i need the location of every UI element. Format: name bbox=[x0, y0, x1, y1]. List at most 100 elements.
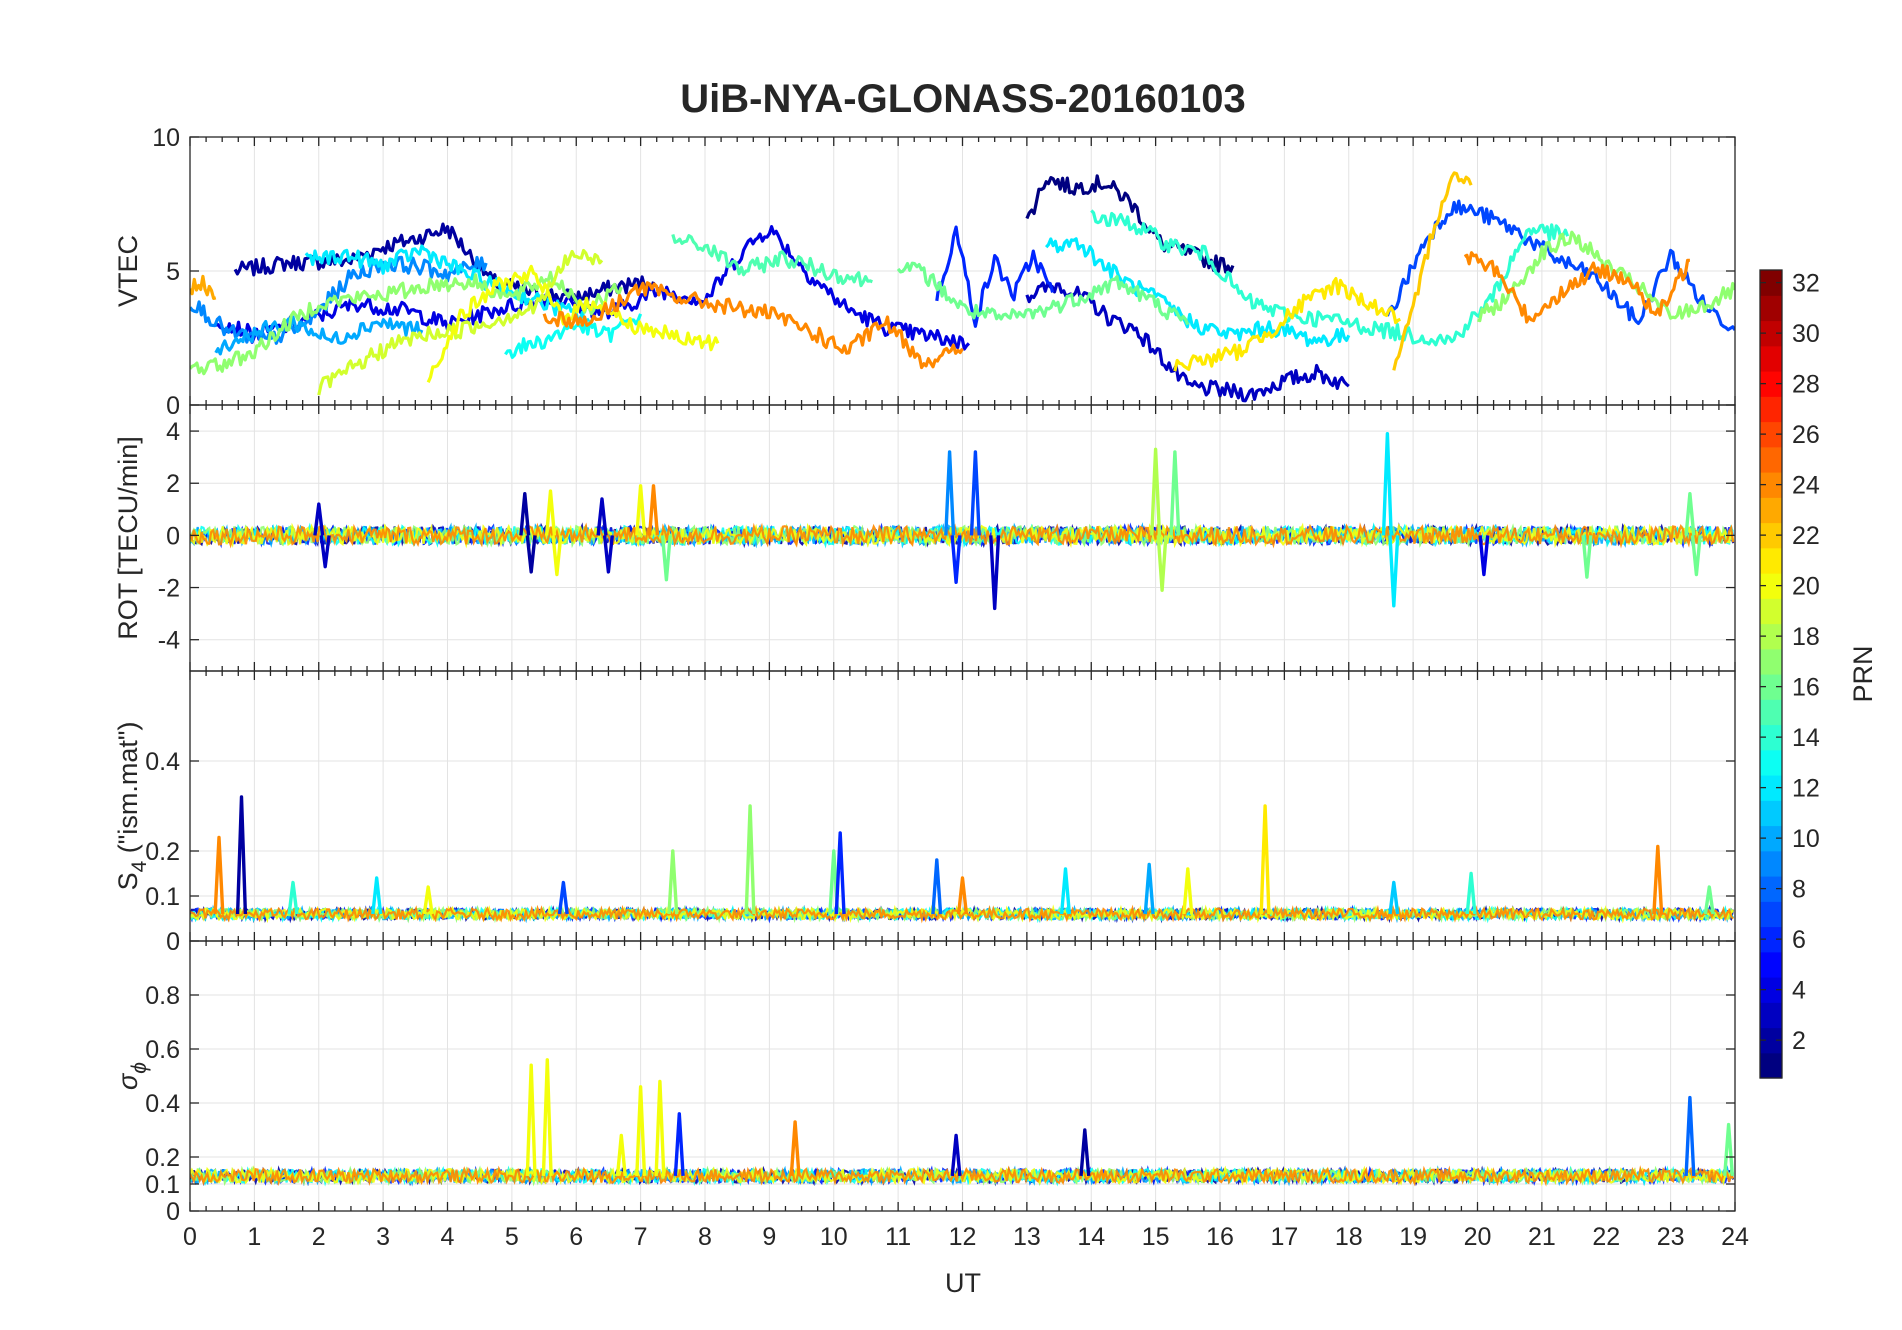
x-tick-label: 8 bbox=[698, 1223, 712, 1251]
spike-prn-16 bbox=[660, 535, 672, 582]
panel-vtec: 0 5 10 VTEC bbox=[113, 124, 1736, 420]
x-tick-label: 21 bbox=[1528, 1223, 1556, 1251]
plot-area bbox=[190, 432, 1735, 611]
vtec-series-prn-16 bbox=[896, 261, 1190, 326]
colorbar-segment bbox=[1760, 850, 1782, 877]
vtec-series-prn-12 bbox=[304, 244, 590, 324]
spike-prn-24 bbox=[789, 1120, 801, 1177]
x-tick-label: 7 bbox=[634, 1223, 648, 1251]
x-tick-label: 24 bbox=[1721, 1223, 1749, 1251]
colorbar-segment bbox=[1760, 724, 1782, 751]
colorbar-tick-label: 14 bbox=[1792, 724, 1820, 752]
spike-prn-20 bbox=[551, 535, 563, 577]
y-tick-label: 0.8 bbox=[145, 982, 180, 1010]
x-tick-label: 9 bbox=[762, 1223, 776, 1251]
y-axis-label: ROT [TECU/min] bbox=[113, 436, 143, 640]
spike-prn-20 bbox=[544, 489, 557, 536]
colorbar-frame bbox=[1759, 269, 1783, 1079]
y-tick-label: 0 bbox=[166, 1198, 180, 1226]
spike-prn-8 bbox=[1684, 1095, 1696, 1176]
spike-prn-7 bbox=[969, 450, 981, 536]
vtec-series-prn-6 bbox=[935, 225, 1055, 328]
spike-prn-6 bbox=[834, 831, 846, 915]
y-tick-label: 10 bbox=[152, 124, 180, 152]
y-axis-label: S4 ("ism.mat") bbox=[113, 722, 151, 891]
spike-prn-3 bbox=[319, 535, 331, 569]
spike-prn-3 bbox=[602, 535, 614, 574]
colorbar-segment bbox=[1760, 623, 1782, 650]
spike-prn-21 bbox=[1259, 804, 1271, 915]
vtec-series-prn-2 bbox=[233, 222, 656, 306]
spike-prn-7 bbox=[557, 880, 569, 915]
y-tick-label: 0 bbox=[166, 928, 180, 956]
x-tick-label: 6 bbox=[569, 1223, 583, 1251]
colorbar-tick-label: 4 bbox=[1792, 977, 1806, 1005]
y-tick-label: 4 bbox=[166, 418, 180, 446]
spike-prn-2 bbox=[519, 492, 531, 536]
y-axis-label: σϕ bbox=[113, 1062, 151, 1090]
spike-prn-20 bbox=[1182, 867, 1194, 915]
y-tick-label: 0.1 bbox=[145, 883, 180, 911]
spike-prn-2 bbox=[1079, 1128, 1091, 1177]
colorbar-tick-label: 26 bbox=[1792, 421, 1820, 449]
panel-sigma_phi: 00.10.2 0.4 0.6 0.8 σϕ bbox=[113, 940, 1736, 1226]
spike-prn-20 bbox=[541, 1058, 553, 1176]
x-tick-label: 1 bbox=[247, 1223, 261, 1251]
colorbar-tick-label: 24 bbox=[1792, 472, 1820, 500]
y-tick-label: 0 bbox=[166, 522, 180, 550]
spike-prn-17 bbox=[744, 804, 756, 915]
colorbar-segment bbox=[1760, 598, 1782, 625]
plot-area bbox=[190, 1058, 1735, 1187]
colorbar-segment bbox=[1760, 800, 1782, 827]
y-tick-label: 5 bbox=[166, 258, 180, 286]
vtec-series-prn-12 bbox=[1045, 237, 1351, 348]
panel-rot: -4 -2 0 2 4 ROT [TECU/min] bbox=[113, 404, 1736, 672]
colorbar-tick-label: 18 bbox=[1792, 623, 1820, 651]
colorbar-tick-label: 22 bbox=[1792, 522, 1820, 550]
y-tick-label: 2 bbox=[166, 470, 180, 498]
vtec-series-prn-10 bbox=[214, 315, 424, 356]
plot-area bbox=[190, 795, 1735, 924]
spike-prn-24 bbox=[1652, 844, 1664, 915]
x-tick-label: 2 bbox=[312, 1223, 326, 1251]
spike-prn-14 bbox=[287, 880, 299, 915]
spike-prn-20 bbox=[525, 1063, 537, 1176]
y-tick-label: 0.4 bbox=[145, 748, 180, 776]
colorbar-segment bbox=[1760, 674, 1782, 700]
colorbar-tick-label: 10 bbox=[1792, 825, 1820, 853]
colorbar-tick-label: 6 bbox=[1792, 926, 1806, 954]
colorbar-segment bbox=[1760, 699, 1782, 726]
colorbar-segment bbox=[1760, 371, 1782, 397]
x-tick-label: 19 bbox=[1399, 1223, 1427, 1251]
x-tick-label: 18 bbox=[1335, 1223, 1363, 1251]
vtec-series-prn-24 bbox=[542, 281, 964, 370]
panel-s4: 0 0.1 0.2 0.4S4 ("ism.mat") bbox=[113, 670, 1736, 956]
vtec-series-prn-22 bbox=[1392, 171, 1473, 371]
y-tick-label: 0.4 bbox=[145, 1090, 180, 1118]
colorbar-segment bbox=[1760, 1052, 1782, 1079]
colorbar-segment bbox=[1760, 901, 1782, 928]
vtec-series-prn-17 bbox=[1477, 230, 1735, 323]
noise-band-prn-24 bbox=[190, 522, 1735, 549]
colorbar-segment bbox=[1760, 926, 1782, 953]
colorbar-segment bbox=[1760, 977, 1782, 1003]
colorbar-segment bbox=[1760, 497, 1782, 524]
x-tick-label: 22 bbox=[1592, 1223, 1620, 1251]
spike-prn-16 bbox=[1690, 535, 1702, 577]
colorbar-tick-label: 16 bbox=[1792, 674, 1820, 702]
spike-prn-18 bbox=[1150, 447, 1162, 536]
spike-prn-11 bbox=[1388, 880, 1400, 915]
x-tick-label: 12 bbox=[949, 1223, 977, 1251]
noise-band-prn-24 bbox=[190, 1165, 1735, 1187]
colorbar-tick-label: 20 bbox=[1792, 573, 1820, 601]
vtec-series-prn-15 bbox=[671, 233, 873, 288]
vtec-series-prn-21 bbox=[1173, 277, 1401, 372]
vtec-series-prn-1 bbox=[1025, 174, 1235, 274]
colorbar-segment bbox=[1760, 270, 1782, 296]
vtec-series-prn-19 bbox=[317, 248, 604, 396]
y-tick-label: 0 bbox=[166, 392, 180, 420]
y-tick-label: 0.1 bbox=[145, 1171, 180, 1199]
spike-prn-16 bbox=[1684, 492, 1696, 536]
plot-area bbox=[190, 171, 1735, 403]
colorbar-segment bbox=[1760, 573, 1782, 599]
